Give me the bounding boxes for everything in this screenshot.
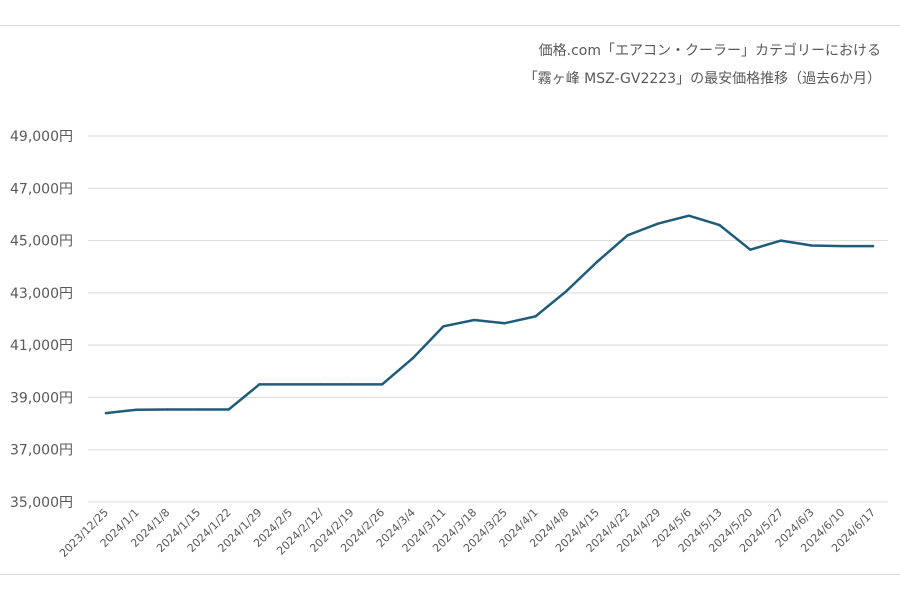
y-tick-label: 41,000円 (10, 338, 73, 354)
data-point (350, 383, 353, 386)
y-tick-label: 49,000円 (10, 129, 73, 145)
data-point (810, 244, 813, 247)
data-point (595, 260, 599, 264)
line-chart: 35,000円 37,000円 39,000円 41,000円 43,000円 45,00… (10, 129, 888, 560)
data-point (657, 222, 660, 225)
data-point (258, 383, 261, 386)
data-point (871, 244, 875, 248)
price-series (104, 214, 875, 415)
data-point (841, 244, 844, 248)
chart-panel (0, 25, 900, 575)
data-point (411, 357, 414, 360)
x-tick-label: 2023/12/25 (57, 506, 111, 560)
data-point (319, 383, 322, 386)
y-tick-label: 39,000円 (10, 390, 73, 406)
data-point (166, 408, 169, 411)
data-point (380, 383, 384, 386)
data-point (104, 411, 108, 415)
chart-title: 価格.com「エアコン・クーラー」カテゴリーにおける 「霧ヶ峰 MSZ-GV22… (524, 37, 881, 93)
data-point (687, 214, 691, 217)
data-point (503, 321, 507, 325)
chart-title-line-1: 価格.com「エアコン・クーラー」カテゴリーにおける (538, 43, 881, 59)
y-axis-tick-labels: 35,000円 37,000円 39,000円 41,000円 43,000円 45,00… (10, 129, 73, 511)
y-tick-label: 47,000円 (10, 181, 73, 197)
y-tick-label: 43,000円 (10, 286, 73, 302)
data-point (749, 248, 752, 251)
x-axis-tick-labels: 2023/12/252024/1/12024/1/82024/1/152024/… (57, 506, 878, 560)
chart-title-line-2: 「霧ヶ峰 MSZ-GV2223」の最安価格推移（過去6か月） (523, 71, 881, 87)
data-point (534, 315, 537, 318)
data-point (135, 408, 138, 411)
data-point (626, 234, 629, 237)
data-point (472, 318, 476, 322)
y-tick-label: 45,000円 (10, 234, 73, 250)
data-point (442, 325, 445, 328)
series-line (104, 214, 875, 415)
y-tick-label: 35,000円 (10, 495, 73, 511)
data-point (779, 239, 783, 242)
y-tick-label: 37,000円 (10, 443, 73, 459)
gridlines (88, 135, 888, 503)
data-point (288, 383, 292, 386)
data-point (565, 290, 568, 293)
data-point (196, 408, 200, 411)
data-point (227, 408, 230, 411)
data-point (718, 223, 721, 227)
